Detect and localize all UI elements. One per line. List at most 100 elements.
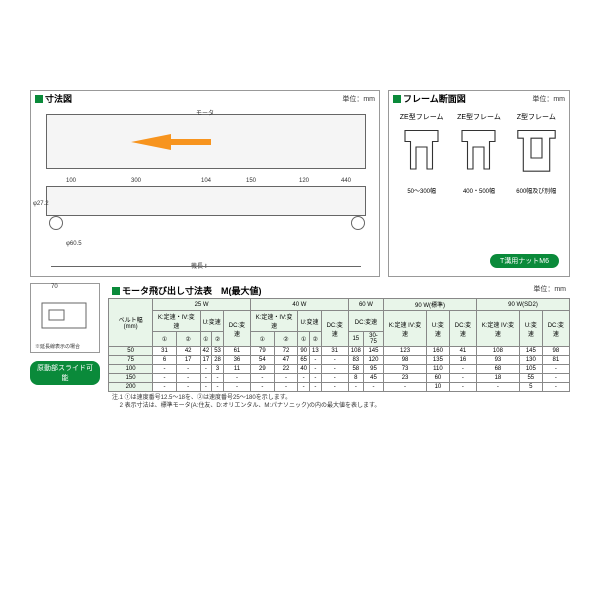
table-cell: -	[542, 383, 569, 392]
slide-detail-icon	[34, 295, 94, 345]
table-cell: -	[310, 383, 322, 392]
table-cell: -	[153, 383, 177, 392]
table-cell: 5	[519, 383, 542, 392]
table-cell: 36	[223, 356, 250, 365]
table-cell: 41	[449, 347, 476, 356]
t-nut-badge: T溝用ナットM6	[490, 254, 559, 268]
table-cell: 31	[153, 347, 177, 356]
table-cell: 90	[298, 347, 310, 356]
table-cell: -	[298, 383, 310, 392]
table-cell: 95	[363, 365, 383, 374]
table-cell: -	[223, 383, 250, 392]
frame-unit: 単位：mm	[532, 94, 565, 104]
table-cell: -	[348, 383, 363, 392]
table-cell: -	[153, 365, 177, 374]
table-cell: 93	[476, 356, 519, 365]
table-cell: -	[321, 365, 348, 374]
table-cell: 61	[223, 347, 250, 356]
table-cell: 65	[298, 356, 310, 365]
table-cell: -	[384, 383, 427, 392]
table-cell: 16	[449, 356, 476, 365]
conveyor-drawing: モータ 100 300 104 150 120 440 φ27.2 φ60.5 …	[31, 106, 379, 276]
table-cell: 145	[363, 347, 383, 356]
table-cell: -	[363, 383, 383, 392]
table-cell: -	[298, 374, 310, 383]
table-cell: 108	[476, 347, 519, 356]
table-cell: 13	[310, 347, 322, 356]
table-cell: -	[542, 374, 569, 383]
table-cell: 23	[384, 374, 427, 383]
dimension-drawing-panel: 寸法図 単位：mm モータ 100 300 104 150 120 440 φ2…	[30, 90, 380, 277]
table-cell: -	[310, 356, 322, 365]
table-cell: 110	[427, 365, 450, 374]
table-cell: -	[200, 374, 212, 383]
table-cell: 22	[274, 365, 298, 374]
table-cell: -	[200, 383, 212, 392]
table-cell: 68	[476, 365, 519, 374]
table-cell: 40	[298, 365, 310, 374]
table-note: 2 表示寸法は、標準モータ(A:住友、D:オリエンタル、M:パナソニック)の内の…	[112, 403, 570, 411]
table-cell: 123	[384, 347, 427, 356]
table-cell: -	[274, 383, 298, 392]
table-cell: -	[212, 383, 224, 392]
frame-section-panel: フレーム断面図 単位：mm ZE型フレーム 50～300幅 ZE型フレーム 40…	[388, 90, 570, 277]
table-cell: -	[251, 383, 275, 392]
table-cell: -	[200, 365, 212, 374]
table-cell: -	[321, 356, 348, 365]
table-cell: 135	[427, 356, 450, 365]
table-cell: 45	[363, 374, 383, 383]
table-cell: 8	[348, 374, 363, 383]
table-cell: 10	[427, 383, 450, 392]
table-cell: 98	[384, 356, 427, 365]
dim-unit: 単位：mm	[342, 94, 375, 104]
table-cell: 58	[348, 365, 363, 374]
table-cell: -	[176, 383, 200, 392]
table-cell: -	[176, 374, 200, 383]
frame-profile-icon	[399, 125, 444, 180]
belt-width-cell: 150	[109, 374, 153, 383]
table-cell: 83	[348, 356, 363, 365]
slide-detail-box: 70 ※延長線表示の場合	[30, 283, 100, 353]
table-cell: -	[251, 374, 275, 383]
table-cell: 6	[153, 356, 177, 365]
table-cell: -	[223, 374, 250, 383]
table-cell: -	[321, 383, 348, 392]
table-cell: 108	[348, 347, 363, 356]
table-cell: 17	[200, 356, 212, 365]
slide-badge: 原動部スライド可能	[30, 361, 100, 385]
table-cell: 98	[542, 347, 569, 356]
table-cell: 130	[519, 356, 542, 365]
table-cell: 81	[542, 356, 569, 365]
table-cell: -	[310, 365, 322, 374]
table-cell: 47	[274, 356, 298, 365]
table-cell: -	[542, 365, 569, 374]
motor-projection-table: ベルト幅 (mm) 25 W 40 W 60 W 90 W(標準) 90 W(S…	[108, 298, 570, 392]
table-cell: -	[274, 374, 298, 383]
table-cell: 72	[274, 347, 298, 356]
table-cell: -	[449, 374, 476, 383]
table-cell: 145	[519, 347, 542, 356]
table-cell: 42	[176, 347, 200, 356]
table-cell: -	[212, 374, 224, 383]
table-cell: 3	[212, 365, 224, 374]
table-cell: 60	[427, 374, 450, 383]
table-title: モータ飛び出し寸法表 M(最大値)	[122, 284, 262, 297]
table-cell: 11	[223, 365, 250, 374]
frame-profile-icon	[456, 125, 501, 180]
belt-width-cell: 200	[109, 383, 153, 392]
table-cell: 29	[251, 365, 275, 374]
table-unit: 単位：mm	[533, 284, 566, 297]
table-cell: 42	[200, 347, 212, 356]
table-cell: 105	[519, 365, 542, 374]
frames-row: ZE型フレーム 50～300幅 ZE型フレーム 400・500幅 Z型フレーム …	[389, 106, 569, 250]
table-cell: -	[310, 374, 322, 383]
table-cell: 17	[176, 356, 200, 365]
table-cell: 73	[384, 365, 427, 374]
table-cell: 55	[519, 374, 542, 383]
table-note: 注.1 ①は速度番号12.5～18を、②は速度番号25～180を示します。	[112, 395, 570, 403]
table-cell: 120	[363, 356, 383, 365]
table-cell: 28	[212, 356, 224, 365]
table-cell: -	[153, 374, 177, 383]
frame-title: フレーム断面図	[403, 92, 466, 105]
frame-profile-icon	[514, 125, 559, 180]
